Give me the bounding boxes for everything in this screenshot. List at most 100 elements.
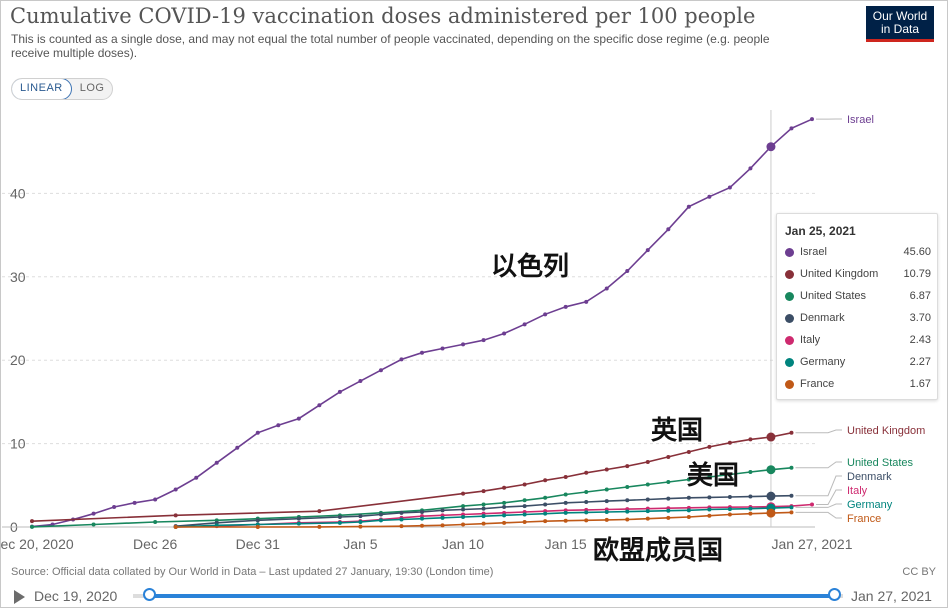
data-point-denmark-day-28 <box>604 499 609 504</box>
series-line-denmark <box>175 494 792 527</box>
data-point-germany-day-35 <box>748 506 753 511</box>
logo-line-2: in Data <box>880 22 920 36</box>
data-point-israel-day-17 <box>378 368 383 373</box>
data-point-united-states-day-36 <box>766 465 776 475</box>
tooltip-value: 45.60 <box>903 246 931 258</box>
timeline-end-handle[interactable] <box>828 588 841 601</box>
data-point-israel-day-13 <box>296 416 301 421</box>
data-point-germany-day-16 <box>358 519 363 524</box>
annotation-us: 美国 <box>687 461 740 491</box>
data-point-denmark-day-24 <box>522 504 527 509</box>
data-point-france-day-7 <box>173 525 178 529</box>
data-point-israel-day-6 <box>153 497 158 502</box>
license-link[interactable]: CC BY <box>902 566 936 578</box>
data-point-germany-day-21 <box>461 514 466 519</box>
data-point-united-states-day-31 <box>666 479 671 484</box>
tooltip-country: Denmark <box>800 312 845 324</box>
data-point-israel-day-36 <box>766 142 776 152</box>
x-tick-label-jan-27-2021: Jan 27, 2021 <box>772 536 853 552</box>
data-point-israel-day-26 <box>563 304 568 309</box>
end-label-israel: Israel <box>847 114 874 126</box>
data-point-denmark-day-21 <box>461 507 466 512</box>
tooltip-value: 2.43 <box>909 334 931 346</box>
data-point-france-day-33 <box>707 513 712 518</box>
source-note: Source: Official data collated by Our Wo… <box>11 566 494 578</box>
data-point-denmark-day-13 <box>296 516 301 521</box>
tooltip-country: Israel <box>800 246 827 258</box>
y-tick-label-20: 20 <box>10 352 26 368</box>
log-scale-button[interactable]: LOG <box>79 82 105 94</box>
play-icon[interactable] <box>14 590 25 604</box>
data-point-denmark-day-20 <box>440 508 445 513</box>
data-point-israel-day-23 <box>502 331 507 336</box>
data-point-united-kingdom-day-36 <box>766 432 776 442</box>
tooltip-row-italy: Italy 2.43 <box>785 333 931 349</box>
data-point-denmark-day-35 <box>748 494 753 499</box>
timeline-range <box>150 594 834 598</box>
data-point-germany-day-24 <box>522 512 527 517</box>
data-point-denmark-day-37 <box>789 493 794 498</box>
data-point-israel-day-8 <box>194 475 199 480</box>
owid-logo[interactable]: Our World in Data <box>866 6 934 42</box>
data-point-germany-day-25 <box>543 511 548 516</box>
data-point-israel-day-32 <box>686 204 691 209</box>
annotation-uk: 英国 <box>651 416 704 446</box>
data-point-france-day-34 <box>727 512 732 517</box>
timeline: Dec 19, 2020 Jan 27, 2021 <box>0 584 946 606</box>
end-label-connector-denmark <box>795 475 842 497</box>
end-label-connector-united-kingdom <box>795 429 842 434</box>
data-point-israel-day-34 <box>727 185 732 190</box>
chart-title: Cumulative COVID-19 vaccination doses ad… <box>10 4 756 28</box>
end-label-denmark: Denmark <box>847 471 892 483</box>
x-tick-label-dec-31: Dec 31 <box>236 536 281 552</box>
y-tick-label-30: 30 <box>10 269 26 285</box>
data-point-israel-day-10 <box>235 445 240 450</box>
data-point-united-kingdom-day-35 <box>748 437 753 442</box>
data-point-israel-day-11 <box>255 430 260 435</box>
data-point-france-day-20 <box>440 523 445 528</box>
data-point-united-kingdom-day-7 <box>173 513 178 518</box>
data-point-united-states-day-32 <box>686 477 691 482</box>
data-point-france-day-28 <box>604 517 609 522</box>
data-point-germany-day-34 <box>727 507 732 512</box>
linear-scale-button[interactable]: LINEAR <box>12 79 72 99</box>
logo-line-1: Our World <box>872 9 928 23</box>
data-point-israel-day-4 <box>112 504 117 509</box>
hover-tooltip: Jan 25, 2021 Israel 45.60 United Kingdom 10… <box>776 213 938 400</box>
data-point-france-day-11 <box>255 525 260 529</box>
tooltip-value: 10.79 <box>903 268 931 280</box>
data-point-israel-day-15 <box>337 389 342 394</box>
data-point-united-kingdom-day-26 <box>563 474 568 479</box>
tooltip-row-denmark: Denmark 3.70 <box>785 311 931 327</box>
data-point-united-states-day-33 <box>707 474 712 479</box>
timeline-start-handle[interactable] <box>143 588 156 601</box>
data-point-germany-day-28 <box>604 509 609 514</box>
data-point-united-states-day-28 <box>604 487 609 492</box>
data-point-germany-day-31 <box>666 508 671 513</box>
data-point-germany-day-33 <box>707 507 712 512</box>
data-point-israel-day-20 <box>440 346 445 351</box>
data-point-united-states-day-21 <box>461 504 466 509</box>
data-point-germany-day-30 <box>645 509 650 514</box>
data-point-france-day-22 <box>481 521 486 526</box>
data-point-denmark-day-15 <box>337 514 342 519</box>
data-point-israel-day-28 <box>604 286 609 291</box>
data-point-united-states-day-35 <box>748 469 753 474</box>
timeline-end-label: Jan 27, 2021 <box>851 588 932 604</box>
data-point-germany-day-19 <box>420 516 424 521</box>
data-point-france-day-32 <box>686 514 691 519</box>
data-point-france-day-27 <box>584 518 589 523</box>
tooltip-country: Germany <box>800 356 846 368</box>
data-point-united-states-day-26 <box>563 492 568 497</box>
data-point-denmark-day-34 <box>727 494 732 499</box>
data-point-france-day-25 <box>543 519 548 524</box>
tooltip-value: 3.70 <box>909 312 931 324</box>
data-point-israel-day-3 <box>91 511 96 516</box>
data-point-denmark-day-16 <box>358 514 363 519</box>
data-point-israel-day-31 <box>666 227 671 232</box>
data-point-denmark-day-30 <box>645 497 650 502</box>
series-line-united-kingdom <box>31 432 792 522</box>
data-point-israel-day-37 <box>789 126 794 131</box>
end-label-italy: Italy <box>847 485 868 497</box>
